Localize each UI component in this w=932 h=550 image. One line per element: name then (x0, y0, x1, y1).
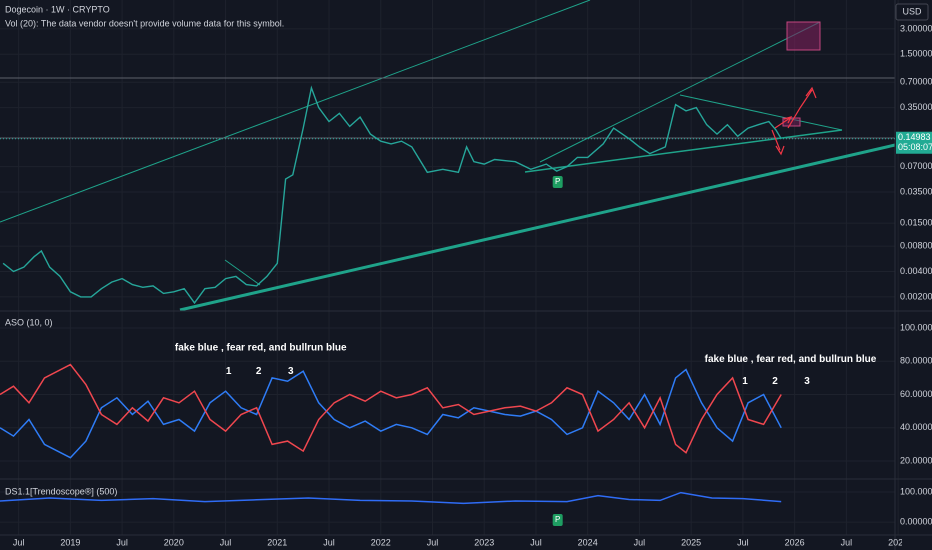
series-line (0, 368, 782, 459)
x-tick-label: Jul (530, 537, 542, 547)
y-tick-label: 3.00000 (900, 23, 932, 33)
annotation: 3 (804, 376, 810, 387)
x-tick-label: Jul (427, 537, 439, 547)
grid (0, 0, 899, 535)
x-tick-label: 2022 (371, 537, 391, 547)
y-tick-label: 0.00200 (900, 291, 932, 301)
y-tick-label: 0.00400 (900, 266, 932, 276)
annotation: 1 (742, 376, 748, 387)
badge (552, 513, 563, 526)
x-tick-label: 2023 (474, 537, 494, 547)
x-tick-label: 2025 (681, 537, 701, 547)
trend-line (179, 143, 896, 312)
last-price-box (896, 131, 932, 154)
y-tick-label: 100.00000 (900, 486, 932, 496)
y-tick-label: 60.00000 (900, 389, 932, 399)
y-tick-label: 0.00800 (900, 240, 932, 250)
y-tick-label: 100.00000 (900, 322, 932, 332)
y-tick-label: 0.01500 (900, 217, 932, 227)
y-tick-label: 0.00000 (900, 516, 932, 526)
trend-line (539, 21, 821, 163)
x-tick-label: 2026 (785, 537, 805, 547)
badge-label: P (555, 515, 560, 524)
currency-box[interactable] (895, 3, 929, 21)
arrow (787, 86, 817, 129)
x-tick-label: Jul (13, 537, 25, 547)
annotation: fake blue , fear red, and bullrun blue (705, 354, 877, 365)
arrow (774, 116, 793, 129)
series-line (0, 363, 782, 454)
currency[interactable]: USD (902, 6, 922, 16)
time-axis: Jul 2019 Jul 2020 Jul 2021 Jul 2022 Jul 2023 Jul 20… (13, 537, 908, 547)
x-tick-label: 2027 (888, 537, 908, 547)
symbol-title: Dogecoin · 1W · CRYPTO (5, 4, 110, 14)
y-tick-label: 0.70000 (900, 77, 932, 87)
series-line (0, 491, 782, 505)
y-tick-label: 80.00000 (900, 356, 932, 366)
x-tick-label: Jul (737, 537, 749, 547)
indicator-title: DS1.1[Trendoscope®] (500) (5, 486, 117, 496)
x-tick-label: 2019 (60, 537, 80, 547)
target-box (786, 21, 821, 51)
last-price: 0.14983 (898, 132, 931, 142)
countdown: 05:08:07 (898, 142, 932, 152)
x-tick-label: Jul (634, 537, 646, 547)
trend-line (524, 129, 843, 173)
badge-label: P (555, 177, 560, 186)
series-line (2, 85, 782, 305)
x-tick-label: 2024 (578, 537, 598, 547)
arrow (771, 129, 785, 156)
annotation: 1 (226, 366, 232, 377)
annotation: fake blue , fear red, and bullrun blue (175, 343, 347, 354)
indicator-title: ASO (10, 0) (5, 317, 53, 327)
x-tick-label: Jul (116, 537, 128, 547)
volume-note: Vol (20): The data vendor doesn't provid… (5, 18, 284, 28)
y-tick-label: 1.50000 (900, 49, 932, 59)
drawings (0, 0, 896, 312)
y-tick-label: 20.00000 (900, 455, 932, 465)
annotation: 2 (256, 366, 262, 377)
trend-line (0, 0, 591, 223)
x-tick-label: Jul (841, 537, 853, 547)
annotation: 2 (772, 376, 778, 387)
x-tick-label: Jul (220, 537, 232, 547)
y-tick-label: 0.35000 (900, 102, 932, 112)
trend-line (679, 94, 843, 131)
trend-line (224, 259, 261, 286)
x-tick-label: 2021 (267, 537, 287, 547)
y-tick-label: 0.03500 (900, 186, 932, 196)
badge (552, 176, 563, 189)
x-tick-label: 2020 (164, 537, 184, 547)
x-tick-label: Jul (323, 537, 335, 547)
annotation: 3 (288, 366, 294, 377)
y-tick-label: 0.07000 (900, 161, 932, 171)
y-tick-label: 40.00000 (900, 422, 932, 432)
